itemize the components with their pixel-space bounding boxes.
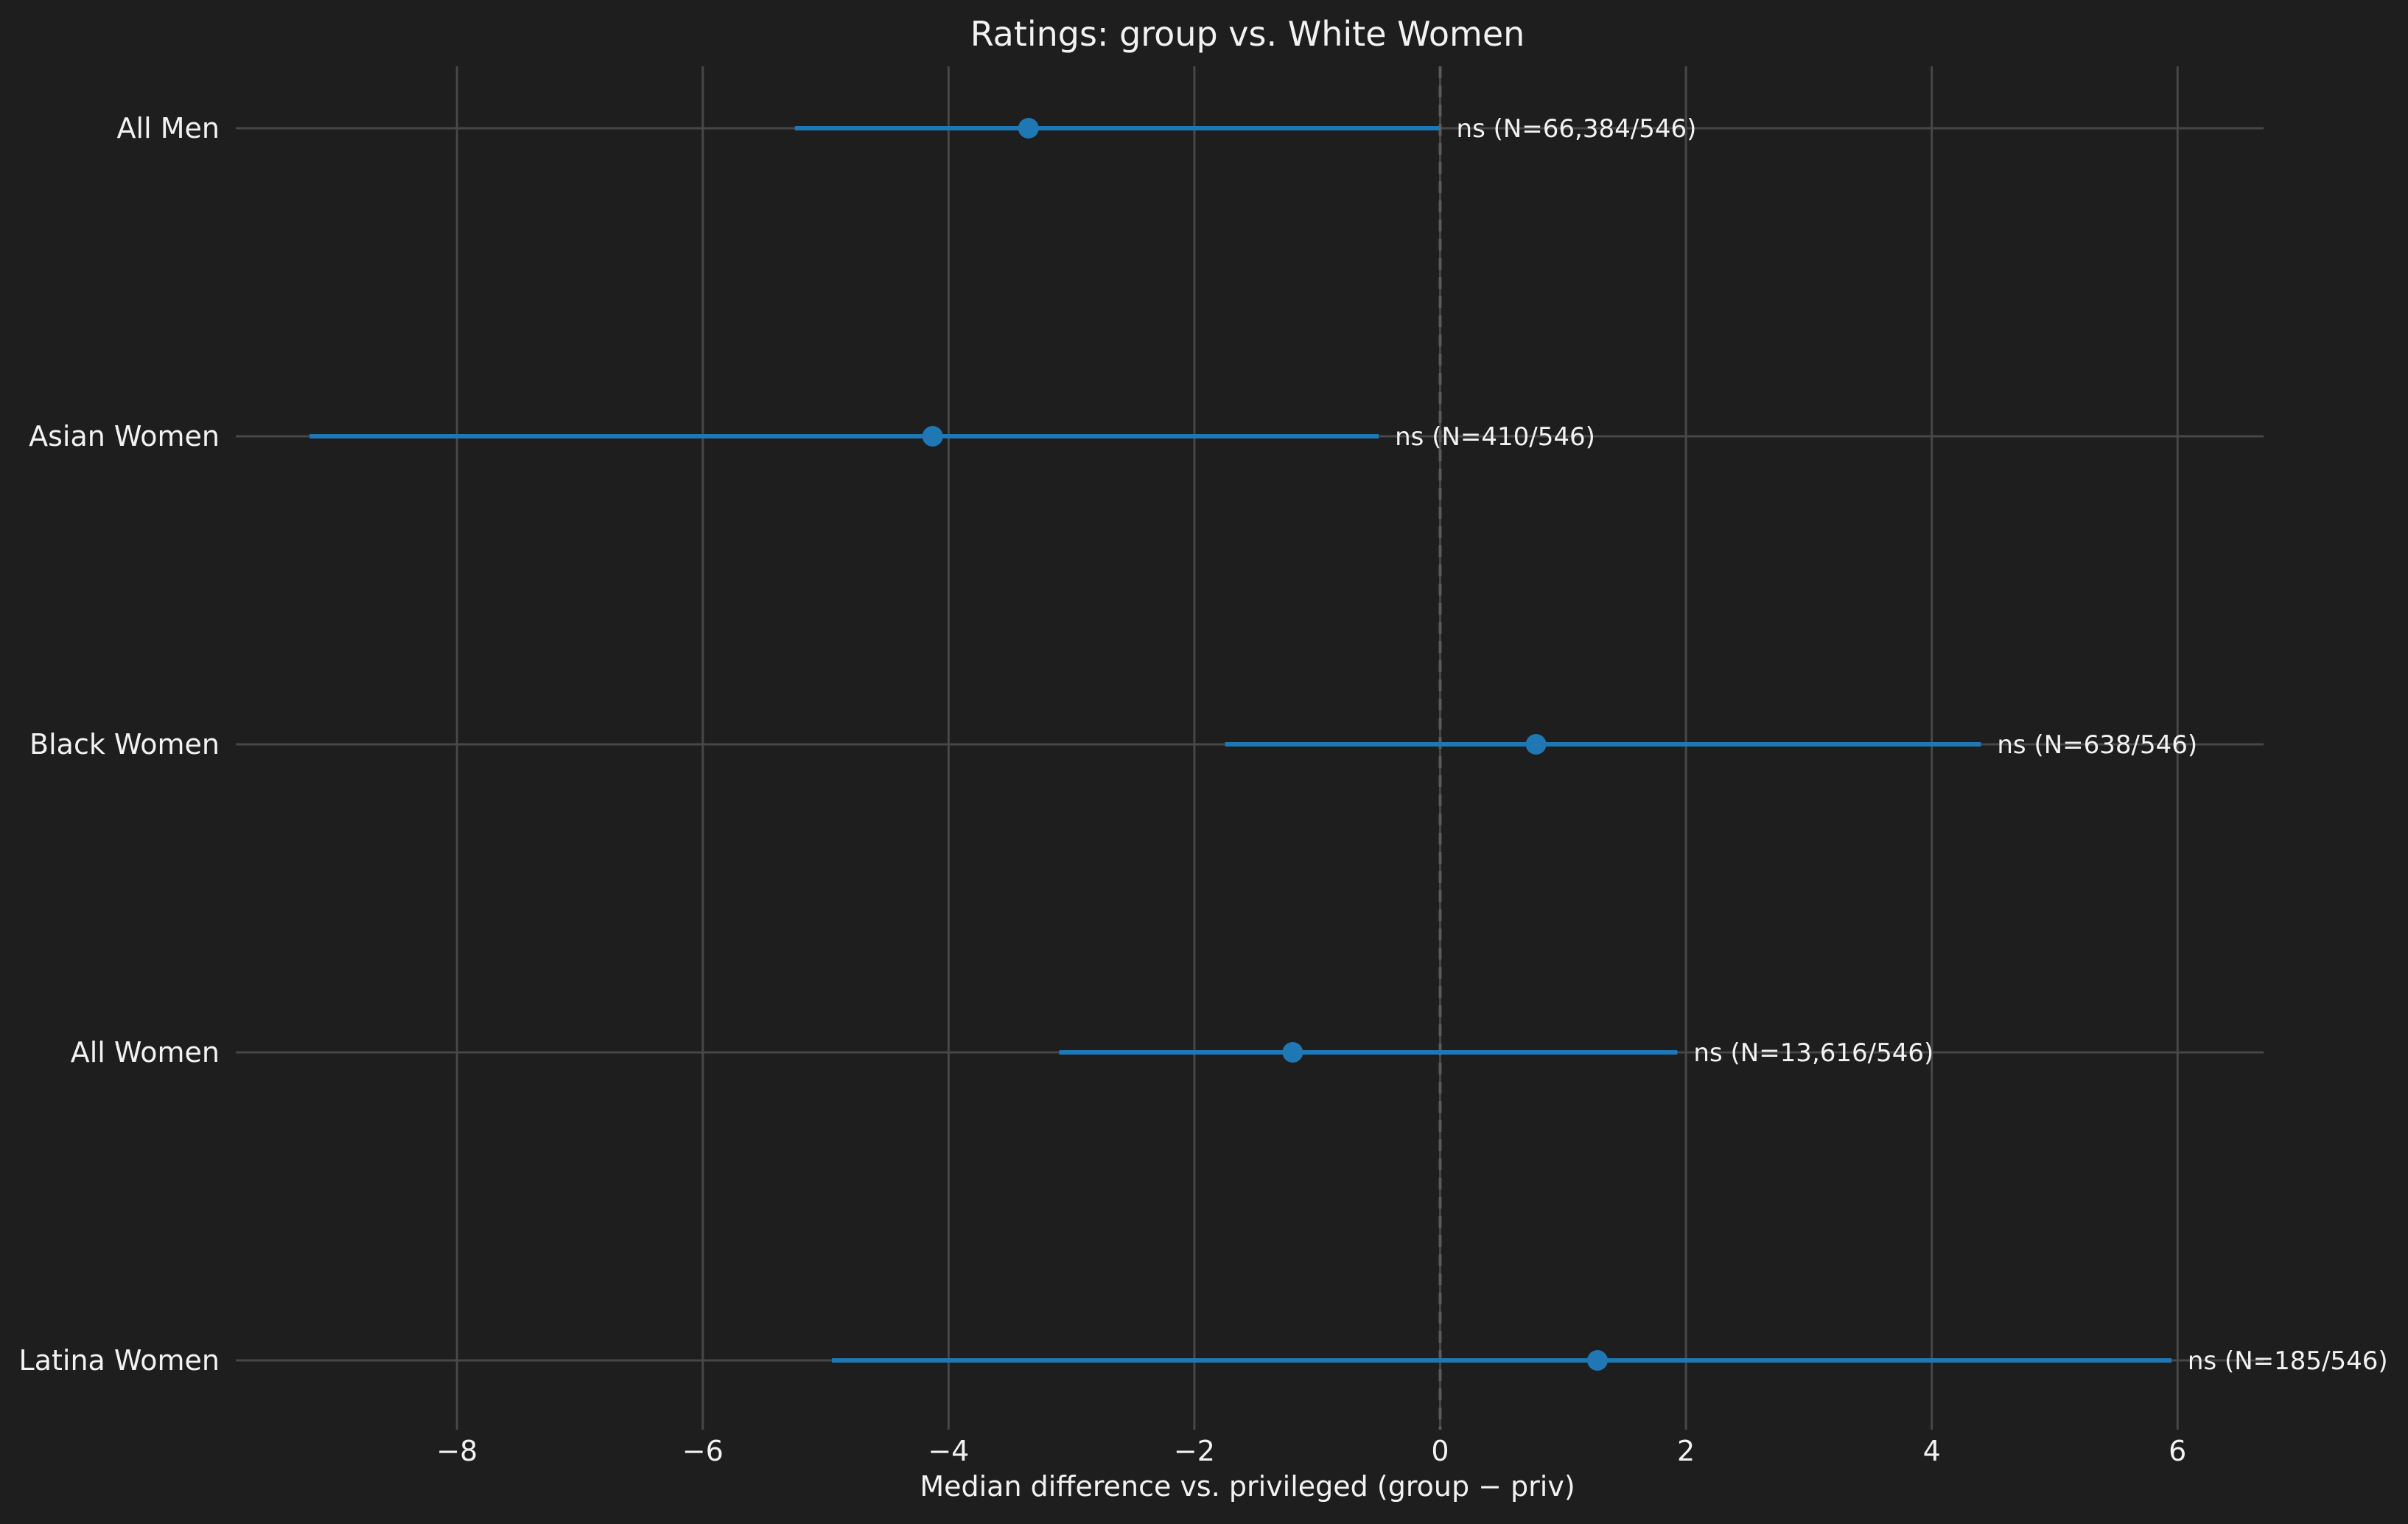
x-tick-label: −6 — [682, 1435, 724, 1467]
annotation-layer: ns (N=66,384/546) ns (N=410/546) ns (N=638… — [1395, 114, 2388, 1376]
x-tick-label: 4 — [1923, 1435, 1941, 1467]
x-axis-ticks: −8 −6 −4 −2 0 2 4 6 — [436, 1435, 2186, 1467]
estimate-point — [922, 426, 943, 447]
annotation-label: ns (N=638/546) — [1997, 730, 2197, 760]
y-tick-label: Latina Women — [19, 1344, 220, 1377]
x-axis-label: Median difference vs. privileged (group … — [920, 1470, 1575, 1503]
annotation-label: ns (N=185/546) — [2188, 1346, 2388, 1376]
y-axis-ticks: All Men Asian Women Black Women All Women La… — [19, 112, 220, 1377]
point-layer — [922, 118, 1609, 1371]
y-tick-label: All Men — [117, 112, 220, 144]
estimate-point — [1525, 734, 1547, 755]
y-tick-label: Black Women — [29, 728, 220, 761]
estimate-point — [1282, 1042, 1303, 1063]
x-tick-label: 2 — [1677, 1435, 1695, 1467]
estimate-point — [1018, 118, 1039, 139]
chart-title: Ratings: group vs. White Women — [970, 14, 1525, 54]
x-tick-label: 0 — [1431, 1435, 1449, 1467]
ci-layer — [309, 126, 2171, 1363]
annotation-label: ns (N=66,384/546) — [1457, 114, 1697, 144]
y-tick-label: Asian Women — [29, 420, 220, 452]
estimate-point — [1587, 1350, 1609, 1371]
x-tick-label: 6 — [2169, 1435, 2186, 1467]
x-tick-label: −8 — [436, 1435, 477, 1467]
annotation-label: ns (N=13,616/546) — [1693, 1038, 1933, 1068]
x-tick-label: −4 — [928, 1435, 969, 1467]
annotation-label: ns (N=410/546) — [1395, 422, 1595, 452]
y-tick-label: All Women — [71, 1036, 220, 1069]
x-tick-label: −2 — [1174, 1435, 1215, 1467]
